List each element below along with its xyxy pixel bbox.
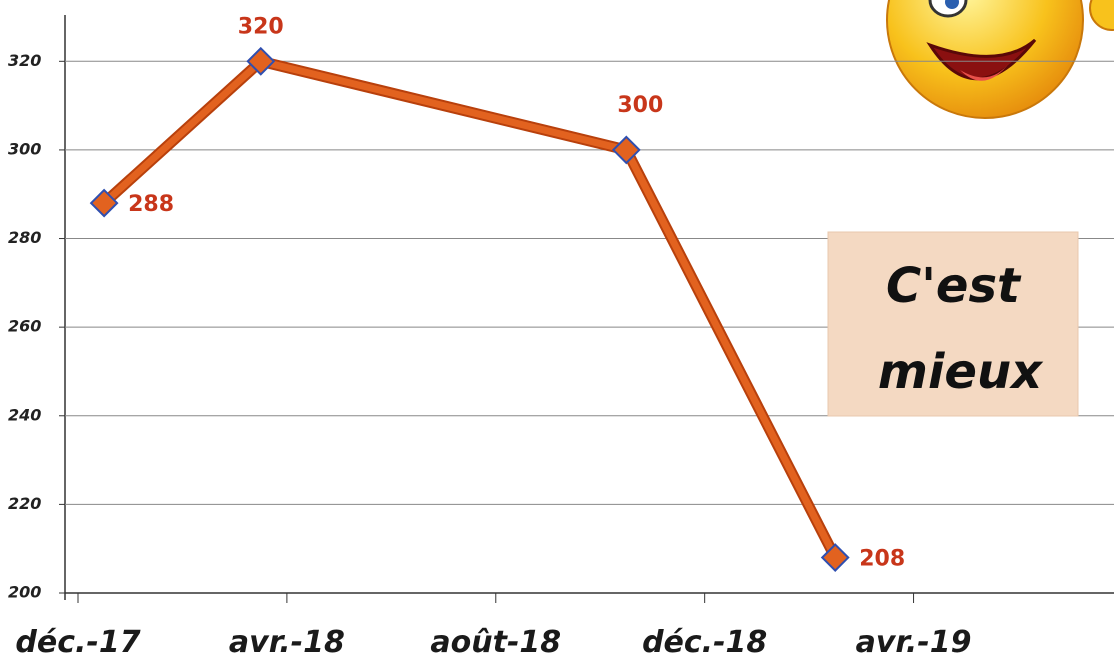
data-label: 320 [238,14,284,39]
y-tick-label: 300 [8,139,41,158]
data-label: 208 [859,547,905,572]
marker [89,188,119,218]
x-tick-label: août-18 [430,625,561,660]
y-tick-label: 240 [8,405,41,424]
line-shadow [100,55,841,561]
data-label: 300 [617,93,663,118]
marker [820,543,850,572]
line [101,57,839,560]
annotation: C'est [886,258,1022,314]
y-tick-label: 200 [8,583,41,602]
y-tick-label: 280 [8,228,41,247]
x-tick-label: avr.-19 [856,625,972,660]
emoji [886,0,1114,119]
x-tick-label: déc.-17 [15,625,140,660]
x-tick-label: avr.-18 [229,625,345,660]
y-tick-label: 260 [8,317,41,336]
annotation-box: C'est mieux [827,231,1079,417]
y-tick-label: 220 [8,494,41,513]
y-tick-label: 320 [8,51,41,70]
marker [246,46,276,76]
marker [611,135,641,165]
x-tick-label: déc.-18 [642,625,767,660]
annotation: mieux [878,344,1044,400]
data-label: 288 [128,192,174,217]
